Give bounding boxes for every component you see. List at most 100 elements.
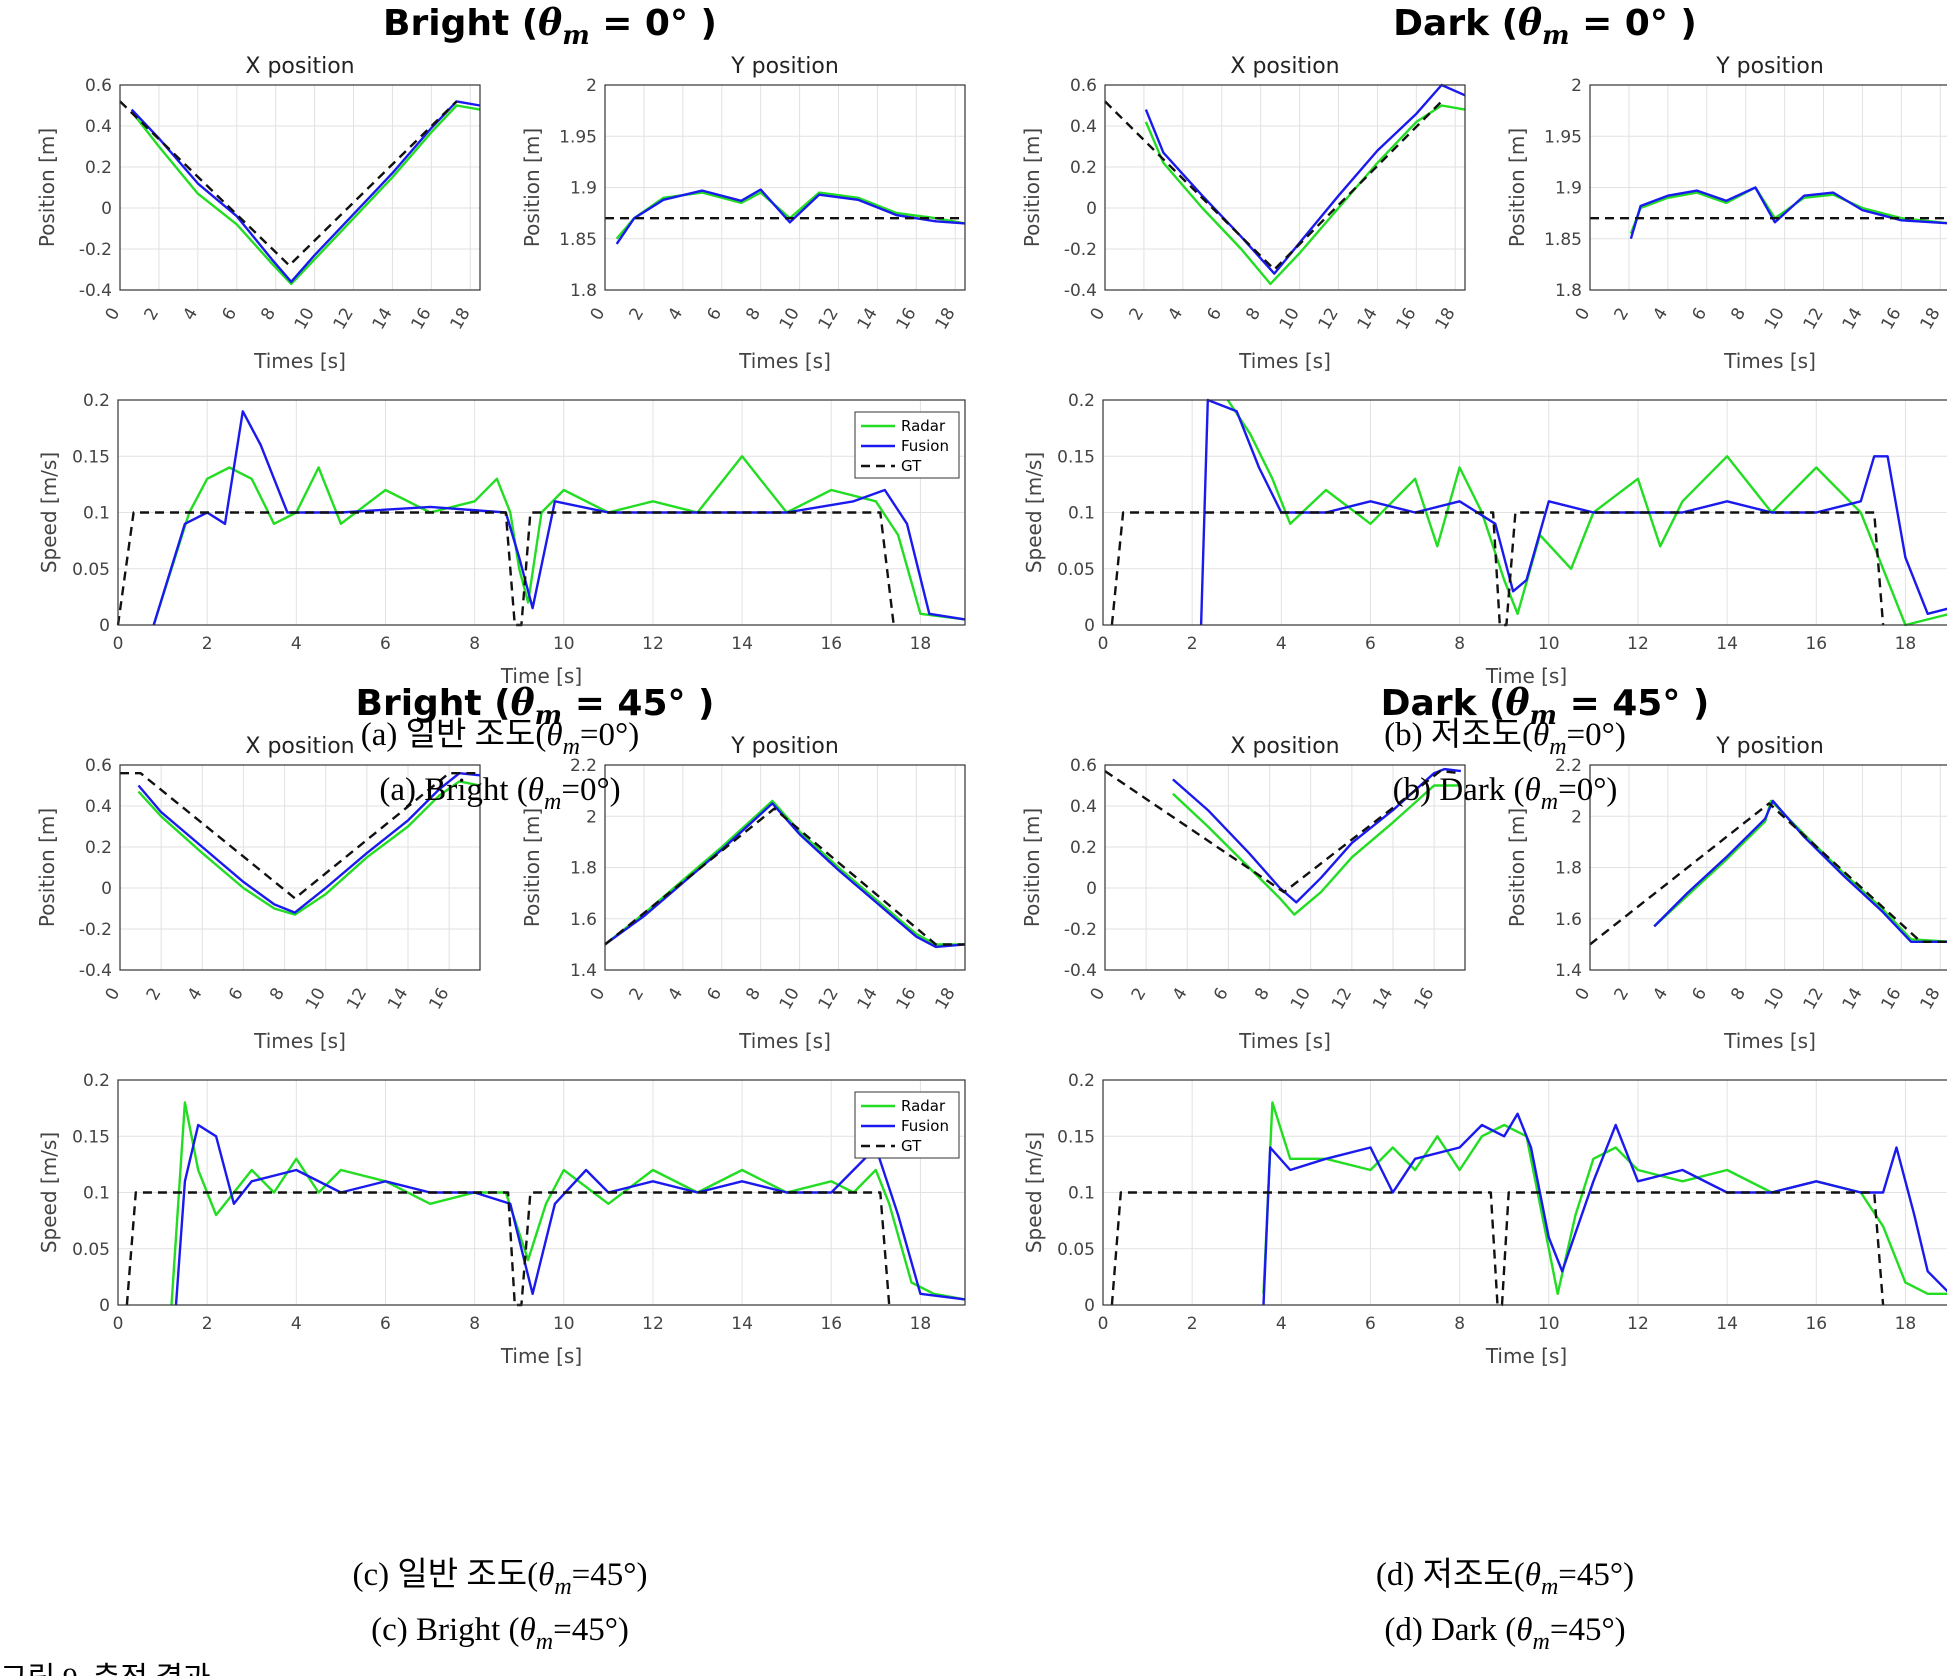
y-tick-label: 0 [99,616,110,636]
y-tick-label: 0.15 [72,447,110,467]
x-tick-label: 2 [626,305,649,324]
y-tick-label: 0.2 [1068,1071,1095,1091]
y-tick-label: 0 [1084,616,1095,636]
chart-a-x: -0.4-0.200.20.40.60 2 4 6 8 10 12 14 16 18X posit… [35,54,481,373]
x-tick-label: 4 [179,305,202,324]
caption-en-c-subscript: m [536,1629,553,1655]
x-tick-label: 0 [1098,634,1109,654]
x-tick-label: 18 [931,305,959,334]
caption-kr-d-text: =45°) [1558,1557,1634,1593]
x-tick-label: 12 [642,1314,664,1334]
y-axis-label: Position [m] [520,128,544,247]
x-tick-label: 12 [1315,305,1343,334]
caption-kr-d-theta: θ [1525,1557,1541,1593]
subplot-title: Y position [1715,54,1824,79]
series-fusion-line [1262,1112,1947,1306]
panel-title-b-text: = 0° ) [1570,3,1697,44]
x-axis-label: Times [s] [738,1029,831,1053]
x-tick-label: 0 [587,985,610,1004]
x-tick-label: 2 [1611,985,1634,1004]
caption-kr-c-text: =45°) [572,1557,648,1593]
x-tick-label: 6 [1688,305,1711,324]
x-tick-label: 18 [1895,1314,1917,1334]
x-tick-label: 6 [218,305,241,324]
x-tick-label: 12 [642,634,664,654]
x-axis-label: Times [s] [1238,1029,1331,1053]
x-tick-label: 12 [815,985,843,1014]
x-tick-label: 14 [1354,305,1382,334]
x-tick-label: 0 [587,305,610,324]
x-tick-label: 6 [1688,985,1711,1004]
y-tick-label: 1.85 [559,230,597,250]
x-tick-label: 2 [1187,1314,1198,1334]
series-gt-line [119,100,458,267]
x-tick-label: 8 [1454,634,1465,654]
x-tick-label: 12 [343,985,371,1014]
x-tick-label: 10 [776,305,804,334]
y-axis-label: Speed [m/s] [37,452,61,573]
x-tick-label: 18 [910,634,932,654]
series-fusion-line [174,1123,966,1306]
x-tick-label: 14 [1839,305,1867,334]
x-tick-label: 16 [425,985,453,1014]
x-tick-label: 4 [1169,985,1192,1004]
x-tick-label: 0 [1572,985,1595,1004]
x-axis-label: Times [s] [1723,1029,1816,1053]
subplot-title: Y position [730,54,839,79]
y-tick-label: 1.9 [1555,179,1582,199]
x-tick-label: 0 [113,634,124,654]
caption-en-d-text: =45°) [1550,1612,1626,1648]
subplot-title: Y position [1715,734,1824,759]
y-tick-label: 0.05 [72,560,110,580]
x-tick-label: 0 [1098,1314,1109,1334]
x-axis-label: Times [s] [253,349,346,373]
panel-title-b-theta: θ [1518,2,1542,44]
x-tick-label: 8 [1454,1314,1465,1334]
chart-b-speed: 0 0.05 0.1 0.15 0.2 0 2 4 6 8 10 12 14 16 18 Time [s] Sp… [1022,391,1947,688]
legend-label-gt: GT [901,457,922,475]
x-tick-label: 18 [1895,634,1917,654]
series-fusion-line [1629,186,1947,240]
x-tick-label: 4 [1164,305,1187,324]
plot-frame [1589,764,1947,971]
y-tick-label: 0.05 [1057,1240,1095,1260]
x-axis-label: Times [s] [1723,349,1816,373]
caption-en-a-text: (a) Bright ( [379,772,527,808]
series-fusion-line [615,188,966,245]
y-tick-label: 0.4 [1070,117,1097,137]
x-tick-label: 8 [469,634,480,654]
y-tick-label: 0.4 [1070,797,1097,817]
caption-kr-c: (c) 일반 조도(θm=45°) [353,1557,648,1600]
y-tick-label: 1.4 [1555,961,1582,981]
x-tick-label: 8 [1251,985,1274,1004]
plot-frame [1104,84,1466,291]
y-axis-label: Position [m] [35,808,59,927]
x-tick-label: 2 [141,305,164,324]
x-tick-label: 2 [626,985,649,1004]
panel-title-d: Dark (θm = 45° ) [1381,682,1710,731]
x-tick-label: 10 [1538,634,1560,654]
x-tick-label: 2 [202,1314,213,1334]
x-tick-label: 4 [291,634,302,654]
x-tick-label: 4 [184,985,207,1004]
x-tick-label: 10 [553,1314,575,1334]
plot-frame [604,84,966,291]
x-tick-label: 12 [1627,634,1649,654]
panel-title-c: Bright (θm = 45° ) [356,682,715,731]
y-tick-label: -0.4 [79,961,112,981]
y-tick-label: 0.15 [1057,1127,1095,1147]
x-tick-label: 4 [291,1314,302,1334]
series-radar-line [137,780,481,916]
x-tick-label: 10 [1761,305,1789,334]
panel-title-b-text: Dark ( [1393,3,1518,44]
plot-frame [119,764,481,971]
x-tick-label: 8 [469,1314,480,1334]
series-radar-line [1172,784,1461,916]
x-tick-label: 14 [731,1314,753,1334]
panel-title-d-text: = 45° ) [1557,683,1709,724]
plot-frame [119,84,481,291]
caption-kr-d-subscript: m [1541,1574,1558,1600]
caption-en-c-text: =45°) [553,1612,629,1648]
y-tick-label: 1.6 [570,910,597,930]
y-tick-label: 1.6 [1555,910,1582,930]
